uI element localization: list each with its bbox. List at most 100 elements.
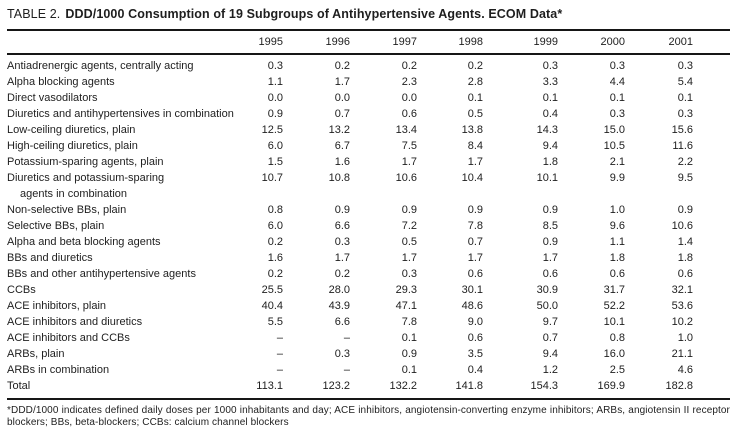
cell-value: 1.1 (609, 236, 625, 248)
table-row: ACE inhibitors and diuretics 5.5 6.6 7.8 9.0… (7, 314, 730, 330)
cell-value: 0.8 (267, 204, 283, 216)
row-label: BBs and diuretics (7, 250, 240, 266)
cell-value: 53.6 (671, 300, 693, 312)
table-row: Direct vasodilators 0.0 0.0 0.0 0.1 0.1 0.1 0.1 (7, 90, 730, 106)
cell-value: 31.7 (603, 284, 625, 296)
cell-value: 9.4 (542, 348, 558, 360)
cell-value: 0.2 (467, 60, 483, 72)
row-label: Alpha blocking agents (7, 74, 240, 90)
cell-value: 9.0 (467, 316, 483, 328)
cell-value: 8.4 (467, 140, 483, 152)
cell-value: 4.6 (677, 364, 693, 376)
cell-value: 0.7 (542, 332, 558, 344)
row-label-line1: Alpha blocking agents (7, 76, 115, 88)
table-row: Diuretics and potassium-sparing agents in… (7, 170, 730, 202)
row-label-line1: Alpha and beta blocking agents (7, 236, 161, 248)
row-label: Total (7, 378, 240, 399)
cell-value: 6.6 (334, 316, 350, 328)
cell-value: 0.1 (677, 92, 693, 104)
row-label-line1: CCBs (7, 284, 36, 296)
row-label-line1: Diuretics and potassium-sparing (7, 172, 165, 184)
row-label: High-ceiling diuretics, plain (7, 138, 240, 154)
cell-value: 0.0 (334, 92, 350, 104)
cell-value: 0.1 (609, 92, 625, 104)
row-label: ACE inhibitors and diuretics (7, 314, 240, 330)
row-label-line1: ARBs in combination (7, 364, 110, 376)
cell-value: 0.3 (334, 236, 350, 248)
table-row: Non-selective BBs, plain 0.8 0.9 0.9 0.9 0.9 1… (7, 202, 730, 218)
cell-value: 1.7 (334, 252, 350, 264)
cell-value: – (276, 332, 283, 344)
cell-value: 0.2 (267, 236, 283, 248)
cell-value: 132.2 (389, 380, 417, 392)
table-number: TABLE 2. (7, 7, 61, 21)
cell-value: 12.5 (261, 124, 283, 136)
cell-value: 1.8 (542, 156, 558, 168)
row-label-line1: Direct vasodilators (7, 92, 98, 104)
row-label-line1: Total (7, 380, 31, 392)
cell-value: 1.7 (334, 76, 350, 88)
cell-value: 5.5 (267, 316, 283, 328)
cell-value: 50.0 (536, 300, 558, 312)
row-label: CCBs (7, 282, 240, 298)
cell-value: 2.1 (609, 156, 625, 168)
cell-value: 7.8 (467, 220, 483, 232)
cell-value: 0.4 (467, 364, 483, 376)
cell-value: 0.4 (542, 108, 558, 120)
year-column-header: 1998 (417, 30, 483, 55)
cell-value: 0.3 (401, 268, 417, 280)
cell-value: 0.5 (467, 108, 483, 120)
row-label: Potassium-sparing agents, plain (7, 154, 240, 170)
row-label: Selective BBs, plain (7, 218, 240, 234)
cell-value: 10.8 (328, 172, 350, 184)
cell-value: 6.6 (334, 220, 350, 232)
cell-value: 13.2 (328, 124, 350, 136)
cell-value: 1.5 (267, 156, 283, 168)
cell-value: 2.8 (467, 76, 483, 88)
table-footnote: *DDD/1000 indicates defined daily doses … (7, 405, 730, 428)
cell-value: 123.2 (322, 380, 350, 392)
cell-value: 1.8 (609, 252, 625, 264)
table-row: Alpha and beta blocking agents 0.2 0.3 0.5 0… (7, 234, 730, 250)
header-row: 1995 1996 1997 1998 1999 2000 2001 (7, 30, 730, 55)
cell-value: 1.7 (401, 252, 417, 264)
cell-value: 1.7 (542, 252, 558, 264)
row-label: Diuretics and potassium-sparing agents in… (7, 170, 240, 202)
cell-value: 0.6 (401, 108, 417, 120)
cell-value: 10.1 (536, 172, 558, 184)
row-label: Low-ceiling diuretics, plain (7, 122, 240, 138)
cell-value: 0.8 (609, 332, 625, 344)
cell-value: 9.6 (609, 220, 625, 232)
cell-value: 43.9 (328, 300, 350, 312)
cell-value: 1.4 (677, 236, 693, 248)
cell-value: 0.9 (677, 204, 693, 216)
table-row: ARBs in combination – – 0.1 0.4 1.2 2.5 4.6 (7, 362, 730, 378)
cell-value: 1.0 (609, 204, 625, 216)
row-label: Non-selective BBs, plain (7, 202, 240, 218)
cell-value: 1.7 (467, 156, 483, 168)
row-label: ACE inhibitors and CCBs (7, 330, 240, 346)
cell-value: 30.9 (536, 284, 558, 296)
cell-value: 154.3 (530, 380, 558, 392)
cell-value: 0.9 (267, 108, 283, 120)
cell-value: 14.3 (536, 124, 558, 136)
row-label: ARBs, plain (7, 346, 240, 362)
table-row: Potassium-sparing agents, plain 1.5 1.6 1.7… (7, 154, 730, 170)
table-title-text: DDD/1000 Consumption of 19 Subgroups of … (65, 7, 563, 21)
cell-value: 2.2 (677, 156, 693, 168)
year-column-header: 1996 (283, 30, 350, 55)
cell-value: 0.0 (267, 92, 283, 104)
row-label-line1: BBs and other antihypertensive agents (7, 268, 196, 280)
cell-value: 0.6 (677, 268, 693, 280)
cell-value: 13.8 (461, 124, 483, 136)
cell-value: 13.4 (395, 124, 417, 136)
cell-value: 0.3 (609, 108, 625, 120)
cell-value: 0.7 (334, 108, 350, 120)
cell-value: – (276, 348, 283, 360)
cell-value: 0.1 (467, 92, 483, 104)
row-label-line1: Non-selective BBs, plain (7, 204, 127, 216)
cell-value: 7.5 (401, 140, 417, 152)
row-label: Alpha and beta blocking agents (7, 234, 240, 250)
table-row: Selective BBs, plain 6.0 6.6 7.2 7.8 8.5 9.6 10… (7, 218, 730, 234)
